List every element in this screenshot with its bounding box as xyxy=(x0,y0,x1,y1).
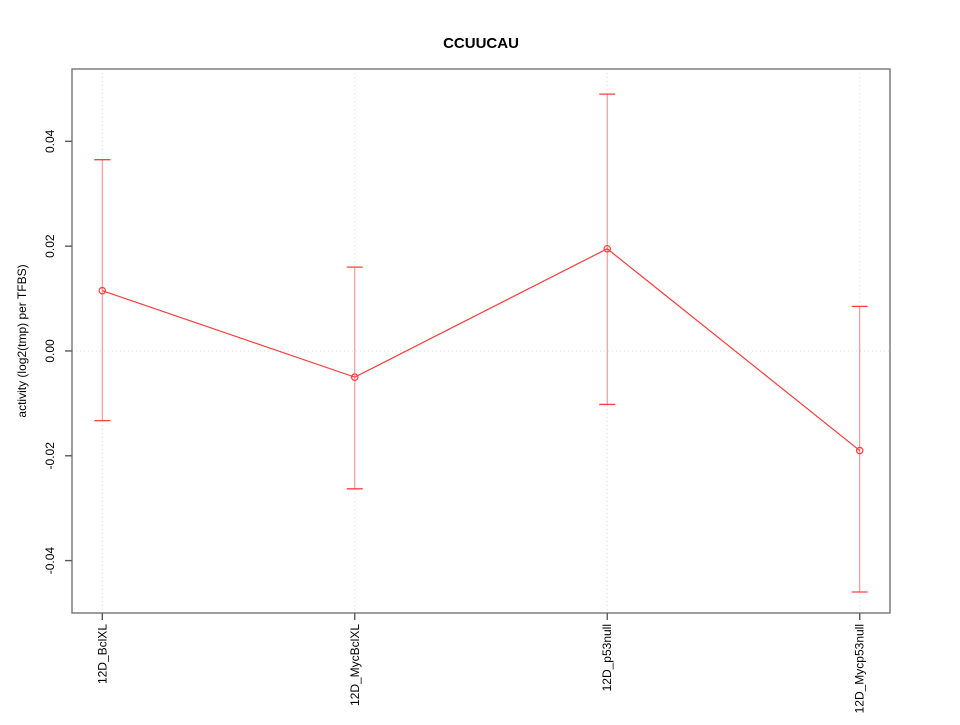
x-category-label: 12D_BclXL xyxy=(95,624,109,684)
plot-area-border xyxy=(71,68,891,614)
y-tick-label: -0.02 xyxy=(43,442,57,470)
x-category-label: 12D_p53null xyxy=(600,624,614,691)
data-point-marker xyxy=(98,286,107,295)
y-tick-label: 0.02 xyxy=(43,234,57,258)
data-series xyxy=(94,93,868,593)
y-tick-label: 0.04 xyxy=(43,129,57,153)
data-point-marker xyxy=(855,446,864,455)
data-point-marker xyxy=(603,244,612,253)
x-category-label: 12D_MycBclXL xyxy=(348,624,362,706)
y-axis-label: activity (log2(tmp) per TFBS) xyxy=(15,264,29,417)
y-tick-label: 0.00 xyxy=(43,339,57,363)
series-line xyxy=(102,248,861,452)
axes: 0.04 0.02 0.00 -0.02 -0.04 12D_BclXL 12D_MycBc… xyxy=(43,68,891,713)
gridlines xyxy=(72,69,890,613)
data-point-marker xyxy=(350,373,359,381)
x-category-label: 12D_Mycp53null xyxy=(853,624,867,713)
chart-title: CCUUCAU xyxy=(443,35,519,52)
y-tick-label: -0.04 xyxy=(43,547,57,575)
